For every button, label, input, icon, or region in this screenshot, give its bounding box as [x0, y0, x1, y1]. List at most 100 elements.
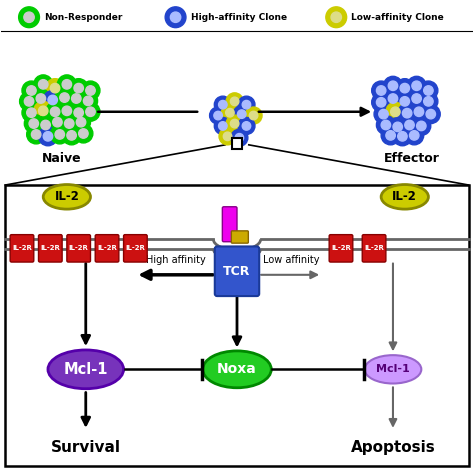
Circle shape [237, 110, 246, 118]
Circle shape [226, 115, 243, 132]
FancyBboxPatch shape [95, 235, 119, 262]
Circle shape [36, 116, 55, 135]
Circle shape [27, 86, 36, 95]
Circle shape [81, 102, 100, 121]
Circle shape [72, 113, 91, 132]
Circle shape [391, 107, 400, 117]
Circle shape [165, 7, 186, 27]
Text: IL-2R: IL-2R [126, 246, 146, 251]
Circle shape [376, 116, 395, 135]
Circle shape [62, 80, 72, 89]
Circle shape [419, 92, 438, 111]
Circle shape [57, 75, 76, 94]
Circle shape [424, 86, 433, 95]
Text: IL-2: IL-2 [55, 191, 79, 203]
Circle shape [34, 101, 53, 120]
Circle shape [226, 93, 243, 110]
Text: IL-2: IL-2 [392, 191, 417, 203]
Circle shape [81, 81, 100, 100]
Circle shape [417, 121, 426, 131]
Circle shape [41, 120, 50, 130]
Circle shape [412, 94, 421, 103]
Text: Effector: Effector [384, 152, 440, 165]
Circle shape [38, 106, 48, 116]
Circle shape [376, 86, 386, 95]
Circle shape [24, 114, 43, 133]
Circle shape [410, 102, 428, 121]
Circle shape [79, 129, 88, 138]
Circle shape [249, 111, 258, 120]
Circle shape [19, 92, 38, 111]
Circle shape [383, 89, 402, 108]
Circle shape [43, 132, 53, 141]
Circle shape [395, 92, 414, 111]
Circle shape [376, 98, 386, 107]
Circle shape [72, 94, 81, 103]
Circle shape [400, 83, 410, 93]
Circle shape [231, 129, 248, 146]
Circle shape [60, 93, 69, 102]
Text: Apoptosis: Apoptosis [351, 440, 435, 455]
Circle shape [405, 120, 414, 130]
Circle shape [388, 118, 407, 137]
Circle shape [412, 81, 421, 91]
Circle shape [48, 95, 57, 105]
Circle shape [27, 108, 36, 118]
Circle shape [69, 103, 88, 122]
Circle shape [214, 118, 231, 135]
Circle shape [400, 116, 419, 135]
Circle shape [410, 131, 419, 140]
Circle shape [426, 109, 436, 119]
Circle shape [86, 86, 95, 95]
Circle shape [38, 127, 57, 146]
Circle shape [18, 7, 39, 27]
Circle shape [53, 118, 62, 127]
Circle shape [69, 79, 88, 98]
Circle shape [50, 83, 60, 93]
FancyBboxPatch shape [362, 235, 386, 262]
Circle shape [214, 111, 222, 120]
FancyBboxPatch shape [124, 235, 147, 262]
Circle shape [86, 107, 95, 117]
FancyBboxPatch shape [222, 207, 237, 242]
Circle shape [245, 107, 262, 124]
Circle shape [67, 131, 76, 140]
Circle shape [405, 126, 424, 145]
Circle shape [210, 107, 227, 124]
Circle shape [214, 96, 231, 113]
Circle shape [326, 7, 346, 27]
Text: High-affinity Clone: High-affinity Clone [191, 13, 287, 22]
Circle shape [219, 100, 227, 109]
Circle shape [331, 12, 341, 22]
Circle shape [238, 96, 255, 113]
Circle shape [242, 122, 251, 130]
Circle shape [388, 94, 398, 103]
Circle shape [74, 83, 83, 93]
Circle shape [393, 127, 412, 146]
Circle shape [43, 91, 62, 109]
Text: Survival: Survival [51, 440, 121, 455]
Text: IL-2R: IL-2R [40, 246, 60, 251]
Text: IL-2R: IL-2R [12, 246, 32, 251]
Circle shape [64, 119, 74, 128]
Circle shape [223, 132, 232, 141]
Circle shape [386, 102, 405, 121]
Circle shape [219, 128, 236, 145]
Circle shape [386, 131, 395, 140]
Circle shape [31, 89, 50, 108]
Circle shape [31, 130, 41, 139]
Text: Low affinity: Low affinity [263, 255, 319, 265]
Circle shape [407, 76, 426, 95]
Circle shape [388, 81, 398, 91]
Circle shape [62, 106, 72, 116]
Circle shape [67, 89, 86, 108]
FancyBboxPatch shape [67, 235, 91, 262]
Circle shape [24, 12, 34, 22]
Text: IL-2R: IL-2R [69, 246, 89, 251]
Text: Noxa: Noxa [217, 362, 257, 376]
FancyBboxPatch shape [10, 235, 34, 262]
Bar [232, 138, 242, 149]
Text: IL-2R: IL-2R [331, 246, 351, 251]
Circle shape [83, 96, 93, 106]
Circle shape [55, 130, 64, 139]
